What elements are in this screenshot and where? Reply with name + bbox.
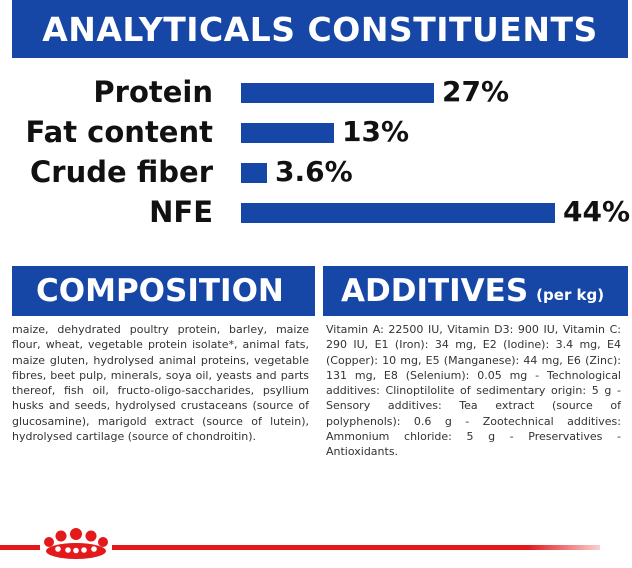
page-title-banner: ANALYTICALS CONSTITUENTS bbox=[12, 0, 628, 58]
composition-title: COMPOSITION bbox=[36, 273, 284, 309]
additives-header: ADDITIVES (per kg) bbox=[323, 266, 628, 316]
nutrient-bar-fat bbox=[241, 123, 334, 143]
nutrient-label-fiber: Crude fiber bbox=[30, 155, 213, 189]
additives-title: ADDITIVES bbox=[341, 273, 529, 309]
crown-icon bbox=[40, 528, 112, 562]
composition-text: maize, dehydrated poultry protein, barle… bbox=[12, 323, 309, 444]
nutrient-bar-fiber bbox=[241, 163, 267, 183]
nutrient-label-fat: Fat content bbox=[25, 115, 213, 149]
nutrient-value-fiber: 3.6% bbox=[275, 155, 353, 188]
footer-divider bbox=[0, 545, 600, 550]
additives-text: Vitamin A: 22500 IU, Vitamin D3: 900 IU,… bbox=[326, 323, 621, 459]
additives-unit: (per kg) bbox=[536, 286, 605, 304]
nutrient-label-protein: Protein bbox=[93, 75, 213, 109]
nutrient-bar-protein bbox=[241, 83, 434, 103]
nutrient-label-nfe: NFE bbox=[149, 195, 213, 229]
page-title: ANALYTICALS CONSTITUENTS bbox=[42, 9, 598, 49]
nutrient-value-nfe: 44% bbox=[563, 195, 631, 228]
nutrient-bar-nfe bbox=[241, 203, 555, 223]
composition-header: COMPOSITION bbox=[12, 266, 315, 316]
nutrient-value-protein: 27% bbox=[442, 75, 510, 108]
nutrient-value-fat: 13% bbox=[342, 115, 410, 148]
